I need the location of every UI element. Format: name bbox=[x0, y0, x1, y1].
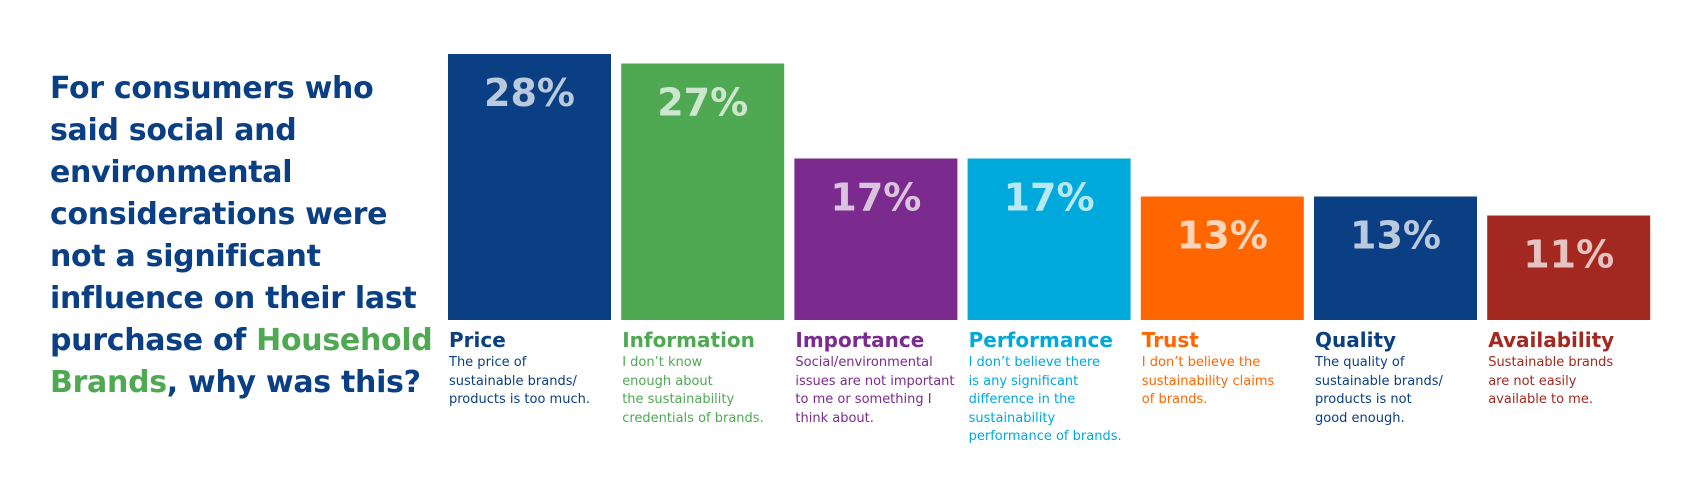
category-description: I don’t know enough about the sustainabi… bbox=[622, 355, 764, 426]
category-importance: Importance Social/environmental issues ar… bbox=[795, 328, 975, 428]
category-information: Information I don’t know enough about the… bbox=[622, 328, 802, 428]
category-trust: Trust I don’t believe the sustainability … bbox=[1142, 328, 1322, 410]
bar-trust bbox=[1140, 196, 1304, 320]
question-highlight: Household Brands bbox=[50, 323, 433, 400]
category-label: Performance bbox=[968, 328, 1113, 352]
category-quality: Quality The quality of sustainable brands… bbox=[1315, 328, 1495, 428]
bar-value-information: 27% bbox=[657, 81, 748, 125]
category-label: Quality bbox=[1315, 328, 1397, 352]
bar-value-trust: 13% bbox=[1177, 214, 1268, 258]
bar-value-price: 28% bbox=[484, 71, 575, 115]
category-label: Availability bbox=[1488, 328, 1615, 352]
question-text: For consumers who said social and enviro… bbox=[50, 71, 417, 358]
bar-information bbox=[621, 63, 785, 320]
category-description: I don’t believe there is any significant… bbox=[968, 355, 1122, 444]
category-description: The quality of sustainable brands/ produ… bbox=[1315, 355, 1443, 426]
category-label: Information bbox=[622, 328, 755, 352]
bar-availability bbox=[1487, 215, 1651, 320]
category-price: Price The price of sustainable brands/ pr… bbox=[449, 328, 629, 410]
bar-quality bbox=[1314, 196, 1477, 320]
bar-value-performance: 17% bbox=[1004, 176, 1095, 220]
bar-performance bbox=[967, 158, 1131, 320]
bar-price bbox=[448, 54, 611, 320]
category-availability: Availability Sustainable brands are not e… bbox=[1488, 328, 1668, 410]
category-label: Trust bbox=[1141, 328, 1199, 352]
category-performance: Performance I don’t believe there is any … bbox=[969, 328, 1149, 447]
category-label: Price bbox=[449, 328, 506, 352]
question-heading: For consumers who said social and enviro… bbox=[50, 68, 440, 404]
category-label: Importance bbox=[795, 328, 925, 352]
question-text-end: , why was this? bbox=[166, 365, 421, 400]
category-description: I don’t believe the sustainability claim… bbox=[1141, 355, 1275, 407]
category-description: Social/environmental issues are not impo… bbox=[795, 355, 955, 426]
category-description: The price of sustainable brands/ product… bbox=[449, 355, 590, 407]
bar-importance bbox=[794, 158, 958, 320]
category-description: Sustainable brands are not easily availa… bbox=[1488, 355, 1614, 407]
bar-value-quality: 13% bbox=[1350, 214, 1441, 258]
bar-value-availability: 11% bbox=[1523, 233, 1614, 277]
bar-value-importance: 17% bbox=[830, 176, 921, 220]
